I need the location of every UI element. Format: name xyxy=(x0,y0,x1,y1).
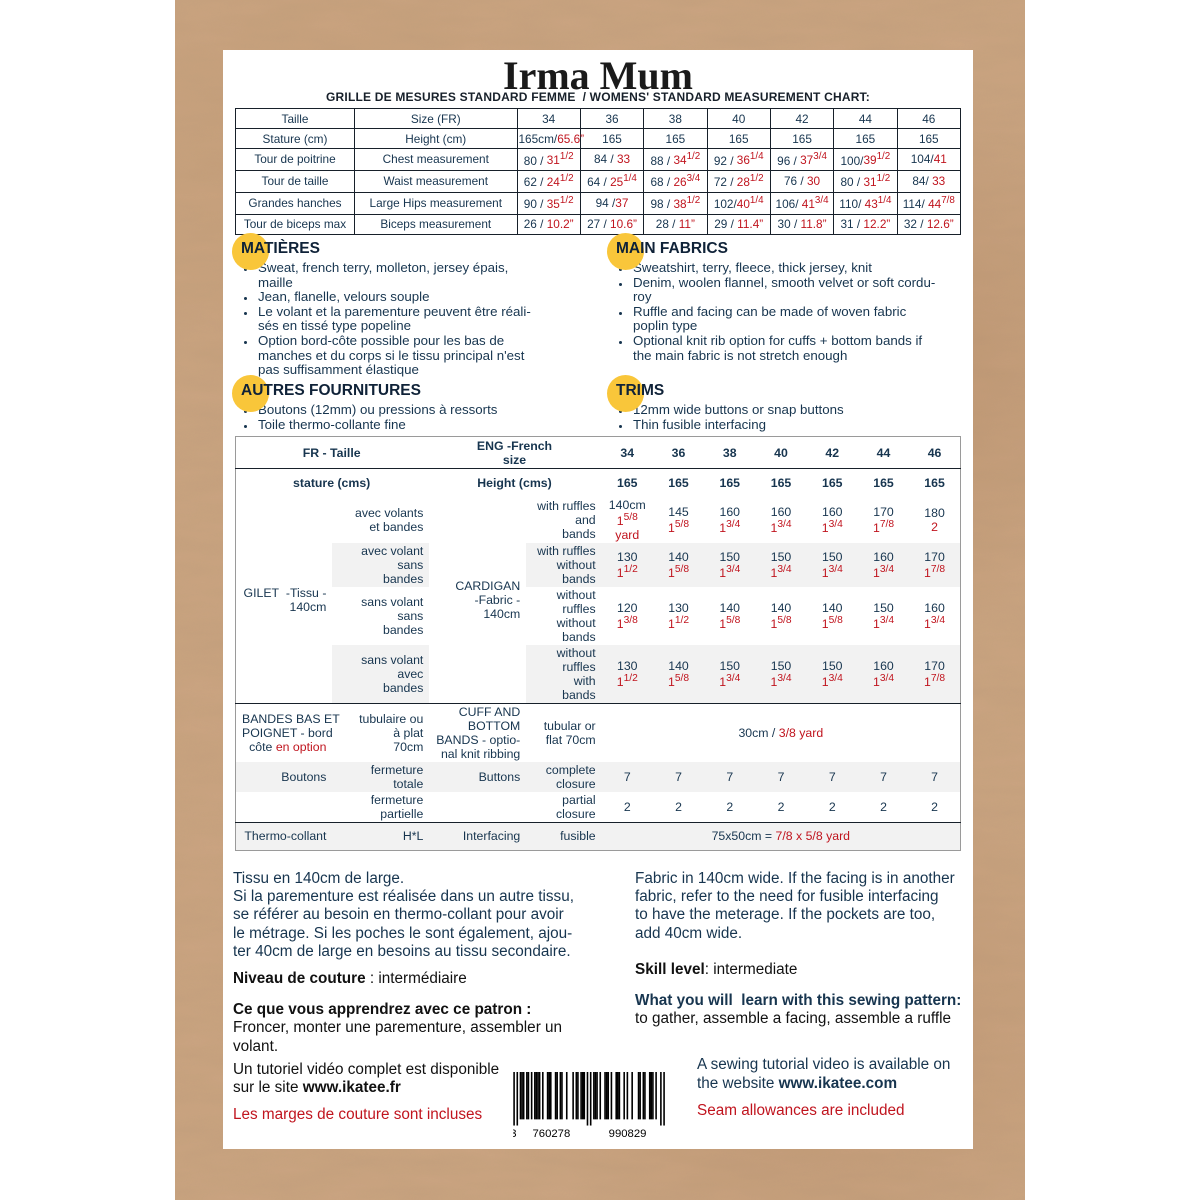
svg-text:990829: 990829 xyxy=(609,1128,647,1140)
svg-text:760278: 760278 xyxy=(533,1128,571,1140)
svg-text:3: 3 xyxy=(513,1128,517,1140)
